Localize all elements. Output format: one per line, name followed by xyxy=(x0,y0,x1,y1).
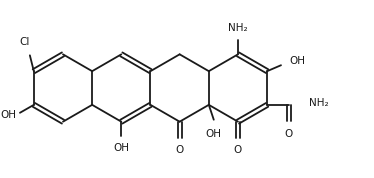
Text: O: O xyxy=(175,145,184,155)
Text: OH: OH xyxy=(113,143,129,153)
Text: NH₂: NH₂ xyxy=(309,98,328,108)
Text: OH: OH xyxy=(0,110,16,120)
Text: NH₂: NH₂ xyxy=(228,23,248,33)
Text: OH: OH xyxy=(206,129,222,139)
Text: Cl: Cl xyxy=(20,37,30,47)
Text: O: O xyxy=(285,129,293,139)
Text: O: O xyxy=(234,145,242,155)
Text: OH: OH xyxy=(289,56,305,66)
